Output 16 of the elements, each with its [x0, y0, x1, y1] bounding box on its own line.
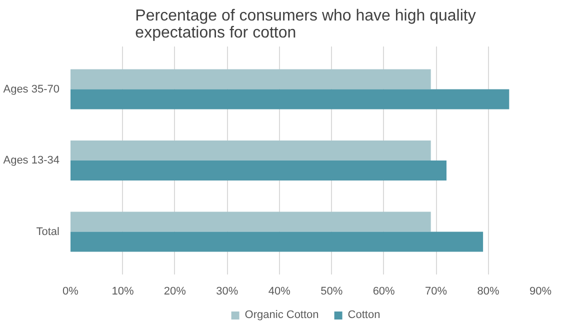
- x-tick-label: 50%: [320, 286, 343, 298]
- x-tick-label: 80%: [477, 286, 500, 298]
- legend-label: Organic Cotton: [244, 309, 319, 321]
- y-tick-label: Total: [36, 226, 60, 238]
- y-tick-label: Ages 35-70: [3, 83, 60, 96]
- x-tick-label: 0%: [62, 286, 79, 298]
- x-tick-label: 90%: [529, 286, 552, 298]
- chart-title: Percentage of consumers who have high quality expectations for cotton: [135, 8, 476, 42]
- x-tick-label: 70%: [425, 286, 448, 298]
- x-tick-label: 10%: [112, 286, 134, 298]
- x-tick-label: 60%: [372, 286, 396, 298]
- y-tick-label: Ages 13-34: [3, 154, 60, 166]
- x-tick-label: 20%: [164, 286, 186, 298]
- x-tick-label: 40%: [268, 286, 291, 298]
- legend-label: Cotton: [348, 309, 380, 321]
- x-tick-label: 30%: [216, 286, 238, 298]
